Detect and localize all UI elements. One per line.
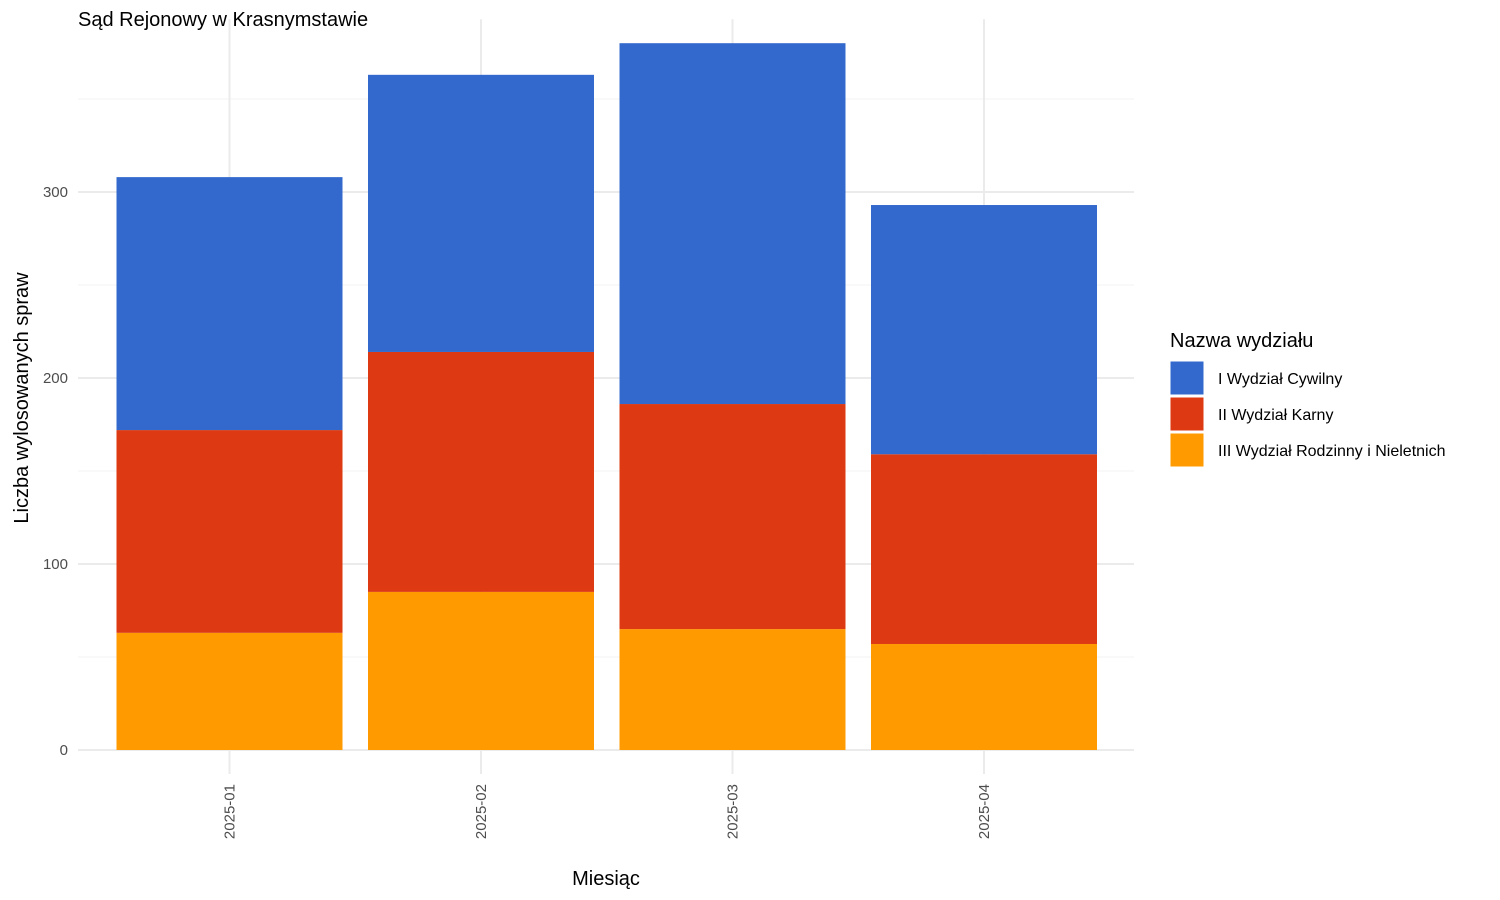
y-tick-label: 200 (43, 370, 68, 387)
bar-segment (871, 643, 1097, 750)
x-tick-label: 2025-02 (473, 784, 490, 839)
x-tick-label: 2025-04 (976, 784, 993, 839)
legend: Nazwa wydziału I Wydział Cywilny II Wydzi… (1169, 330, 1446, 468)
legend-key (1169, 432, 1205, 468)
bar-segment (619, 43, 846, 405)
legend-key (1169, 396, 1205, 432)
y-tick-label: 300 (43, 184, 68, 201)
y-axis-title: Liczba wylosowanych spraw (11, 272, 33, 524)
x-tick-label: 2025-03 (725, 784, 742, 839)
bar-segment (871, 454, 1097, 644)
bar-segment (619, 404, 846, 630)
bar-segment (871, 205, 1097, 455)
legend-label: II Wydział Karny (1218, 407, 1333, 424)
legend-key (1169, 360, 1205, 396)
bars-layer (116, 43, 1097, 750)
bar-segment (368, 351, 594, 592)
legend-label: III Wydział Rodzinny i Nieletnich (1218, 443, 1446, 460)
bar-segment (116, 430, 343, 633)
bar-segment (619, 629, 846, 750)
bar-segment (116, 177, 343, 431)
y-tick-label: 100 (43, 556, 68, 573)
bar-segment (368, 74, 594, 352)
ticks-layer: 0 100 200 300 2025-01 2025-02 2025-03 2025-04 (43, 184, 993, 839)
bar-segment (368, 591, 594, 750)
x-axis-title: Miesiąc (572, 868, 640, 890)
y-tick-label: 0 (60, 742, 68, 759)
bar-segment (116, 632, 343, 750)
legend-label: I Wydział Cywilny (1218, 371, 1342, 388)
chart-title: Sąd Rejonowy w Krasnymstawie (78, 9, 368, 31)
legend-title: Nazwa wydziału (1170, 330, 1313, 352)
x-tick-label: 2025-01 (222, 784, 239, 839)
